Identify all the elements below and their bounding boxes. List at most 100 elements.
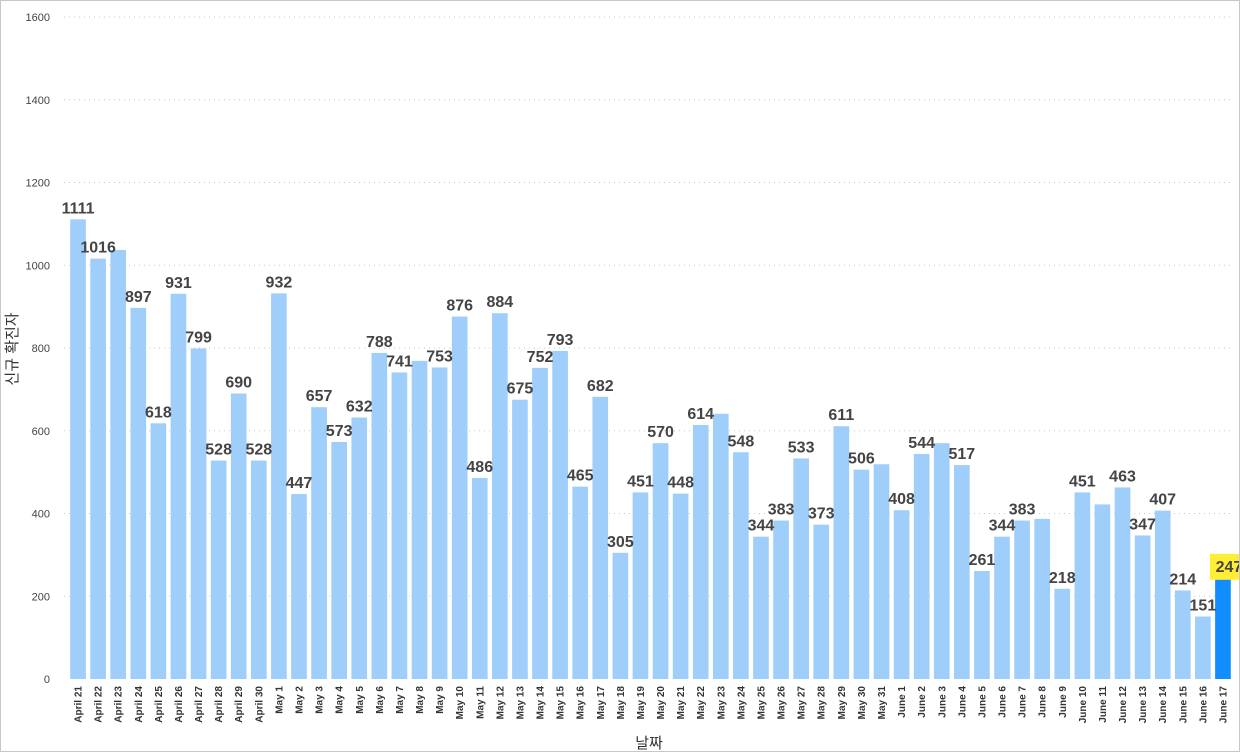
x-tick-label: June 2 bbox=[917, 686, 928, 718]
data-label: 741 bbox=[386, 353, 413, 370]
bar bbox=[1174, 590, 1191, 679]
x-tick-label: June 5 bbox=[977, 686, 988, 718]
bar bbox=[230, 393, 247, 679]
data-label: 451 bbox=[1069, 473, 1096, 490]
x-tick-label: April 29 bbox=[234, 686, 245, 723]
data-label: 1111 bbox=[62, 200, 95, 217]
bar bbox=[833, 426, 850, 679]
data-label: 611 bbox=[828, 407, 854, 424]
x-tick-label: June 12 bbox=[1118, 686, 1129, 724]
data-label: 486 bbox=[466, 459, 493, 476]
x-tick-label: May 16 bbox=[576, 686, 587, 720]
data-labels: 1111 1016 897 618 931 799 528 690 528 932 447 657 57… bbox=[62, 200, 1239, 615]
x-tick-label: May 5 bbox=[355, 686, 366, 714]
bar bbox=[692, 424, 709, 679]
x-tick-label: June 15 bbox=[1178, 686, 1189, 724]
data-label: 932 bbox=[266, 274, 293, 291]
x-axis-title: 날짜 bbox=[635, 735, 663, 751]
x-tick-label: April 27 bbox=[194, 686, 205, 723]
bar bbox=[552, 350, 568, 679]
x-tick-label: May 21 bbox=[676, 686, 687, 720]
bar bbox=[933, 443, 950, 679]
bar bbox=[532, 367, 548, 679]
data-label: 214 bbox=[1169, 571, 1196, 588]
data-label: 305 bbox=[607, 534, 634, 551]
x-tick-label: April 22 bbox=[94, 686, 105, 723]
data-label: 788 bbox=[366, 334, 393, 351]
data-label: 533 bbox=[788, 439, 815, 456]
x-tick-label: May 29 bbox=[837, 686, 848, 720]
bar bbox=[954, 465, 970, 679]
x-tick-label: May 3 bbox=[315, 686, 326, 714]
data-label: 931 bbox=[165, 275, 192, 292]
x-tick-label: June 13 bbox=[1138, 686, 1149, 724]
x-tick-label: May 24 bbox=[736, 686, 747, 720]
y-tick-label: 600 bbox=[32, 426, 50, 438]
data-label: 632 bbox=[346, 399, 373, 416]
y-tick-label: 400 bbox=[32, 509, 50, 521]
x-tick-label: May 13 bbox=[515, 686, 526, 720]
bar bbox=[451, 316, 468, 679]
bar bbox=[130, 307, 147, 679]
bar bbox=[974, 571, 990, 679]
x-tick-label: May 11 bbox=[475, 686, 486, 719]
bar bbox=[913, 453, 930, 679]
data-label-highlight bbox=[1209, 553, 1239, 580]
bar bbox=[250, 460, 267, 679]
bars bbox=[70, 219, 1231, 680]
data-label: 407 bbox=[1149, 492, 1176, 509]
bar bbox=[90, 258, 106, 679]
data-label: 506 bbox=[848, 451, 875, 468]
data-label: 570 bbox=[647, 424, 674, 441]
bar bbox=[1114, 487, 1131, 679]
bar bbox=[1215, 576, 1231, 679]
y-axis-ticks: 0 200 400 600 800 1000 1200 1400 1600 bbox=[26, 12, 50, 686]
bar bbox=[351, 417, 368, 679]
y-tick-label: 1200 bbox=[26, 178, 50, 190]
y-tick-label: 0 bbox=[44, 674, 50, 686]
x-tick-label: June 6 bbox=[998, 686, 1009, 718]
x-tick-label: June 9 bbox=[1058, 686, 1069, 718]
bar bbox=[512, 399, 528, 679]
bar bbox=[753, 536, 769, 679]
data-label: 528 bbox=[245, 442, 272, 459]
data-label: 675 bbox=[507, 381, 534, 398]
data-label: 690 bbox=[225, 375, 252, 392]
bar bbox=[311, 407, 327, 679]
bar bbox=[793, 458, 809, 679]
x-tick-label: June 3 bbox=[937, 686, 948, 718]
bar bbox=[70, 219, 86, 680]
data-label: 528 bbox=[205, 442, 232, 459]
x-tick-label: May 25 bbox=[756, 686, 767, 720]
bar bbox=[1074, 492, 1091, 679]
data-label: 383 bbox=[1009, 502, 1036, 519]
bar bbox=[371, 352, 388, 679]
bar bbox=[170, 293, 187, 679]
data-label: 657 bbox=[306, 388, 333, 405]
x-tick-label: May 8 bbox=[415, 686, 426, 714]
bar bbox=[210, 460, 227, 679]
bar bbox=[1034, 518, 1051, 679]
data-label: 752 bbox=[527, 349, 554, 366]
data-label: 447 bbox=[286, 475, 313, 492]
x-tick-label: June 1 bbox=[897, 686, 908, 718]
x-tick-label: May 20 bbox=[656, 686, 667, 720]
bar bbox=[733, 452, 749, 679]
x-tick-label: May 14 bbox=[536, 686, 547, 720]
y-tick-label: 1000 bbox=[26, 260, 50, 272]
bar bbox=[1094, 504, 1111, 679]
bar bbox=[1134, 535, 1151, 679]
x-tick-label: May 1 bbox=[274, 686, 285, 714]
x-tick-label: June 8 bbox=[1038, 686, 1049, 718]
x-tick-label: April 28 bbox=[214, 686, 225, 723]
x-tick-label: May 4 bbox=[335, 686, 346, 714]
x-tick-label: May 2 bbox=[294, 686, 305, 714]
bar bbox=[110, 249, 127, 679]
bar bbox=[813, 524, 830, 679]
x-tick-label: June 14 bbox=[1158, 686, 1169, 724]
y-tick-label: 1600 bbox=[26, 12, 50, 24]
data-label: 151 bbox=[1190, 598, 1217, 615]
x-tick-label: May 22 bbox=[696, 686, 707, 720]
x-tick-label: June 7 bbox=[1018, 686, 1029, 718]
bar bbox=[150, 423, 167, 679]
